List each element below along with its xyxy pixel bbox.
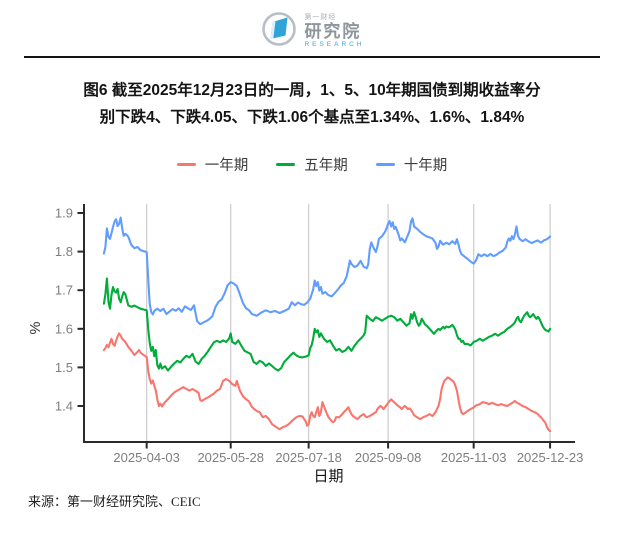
logo-text-english: RESEARCH [304,40,365,48]
x-tick-label: 2025-05-28 [197,450,264,465]
figure-title-line1: 图6 截至2025年12月23日的一周，1、5、10年期国债到期收益率分 [83,82,541,99]
series-line-1 [102,277,552,372]
figure-title: 图6 截至2025年12月23日的一周，1、5、10年期国债到期收益率分 别下跌… [28,77,596,131]
y-tick-label: 1.9 [55,206,73,221]
cbn-research-logo: 第一财经 研究院 RESEARCH [259,9,364,54]
legend-dash-10y-icon [375,163,395,166]
y-axis-title: % [28,321,44,334]
y-tick-label: 1.4 [55,399,73,414]
y-tick-label: 1.5 [55,360,73,375]
series-line-2 [102,216,552,326]
y-tick-label: 1.7 [55,283,73,298]
cbn-research-logo-icon [259,9,299,54]
legend-label-1y: 一年期 [204,158,249,174]
logo-text-small: 第一财经 [304,13,337,21]
legend-item-10y: 十年期 [375,154,448,175]
legend-label-10y: 十年期 [403,158,448,174]
x-tick-label: 2025-07-18 [275,450,342,465]
legend-label-5y: 五年期 [304,158,348,174]
legend-dash-5y-icon [276,163,296,166]
page-header: 第一财经 研究院 RESEARCH [0,0,624,54]
yield-line-chart: 1.4 1.5 1.6 1.7 1.8 1.9 2025-04-03 2025-05-28 20… [0,189,624,489]
figure-title-line2: 别下跌4、下跌4.05、下跌1.06个基点至1.34%、1.6%、1.84% [99,109,525,126]
legend-item-5y: 五年期 [276,154,348,175]
logo-text-large: 研究院 [304,21,362,41]
x-axis-title: 日期 [313,468,343,485]
y-tick-label: 1.6 [55,321,73,336]
header-divider [24,56,600,58]
logo-wordmark: 第一财经 研究院 RESEARCH [304,14,364,49]
legend-item-1y: 一年期 [176,154,249,175]
legend-dash-1y-icon [176,163,196,166]
chart-legend: 一年期 五年期 十年期 [0,154,624,175]
series-line-0 [102,332,552,433]
x-tick-label: 2025-04-03 [113,450,180,465]
yield-chart-svg: 1.4 1.5 1.6 1.7 1.8 1.9 2025-04-03 2025-05-28 20… [28,204,584,485]
x-tick-label: 2025-09-08 [355,450,422,465]
x-tick-label: 2025-12-23 [517,450,584,465]
source-note: 来源：第一财经研究院、CEIC [28,494,201,509]
y-tick-label: 1.8 [55,244,73,259]
x-tick-label: 2025-11-03 [441,450,507,465]
